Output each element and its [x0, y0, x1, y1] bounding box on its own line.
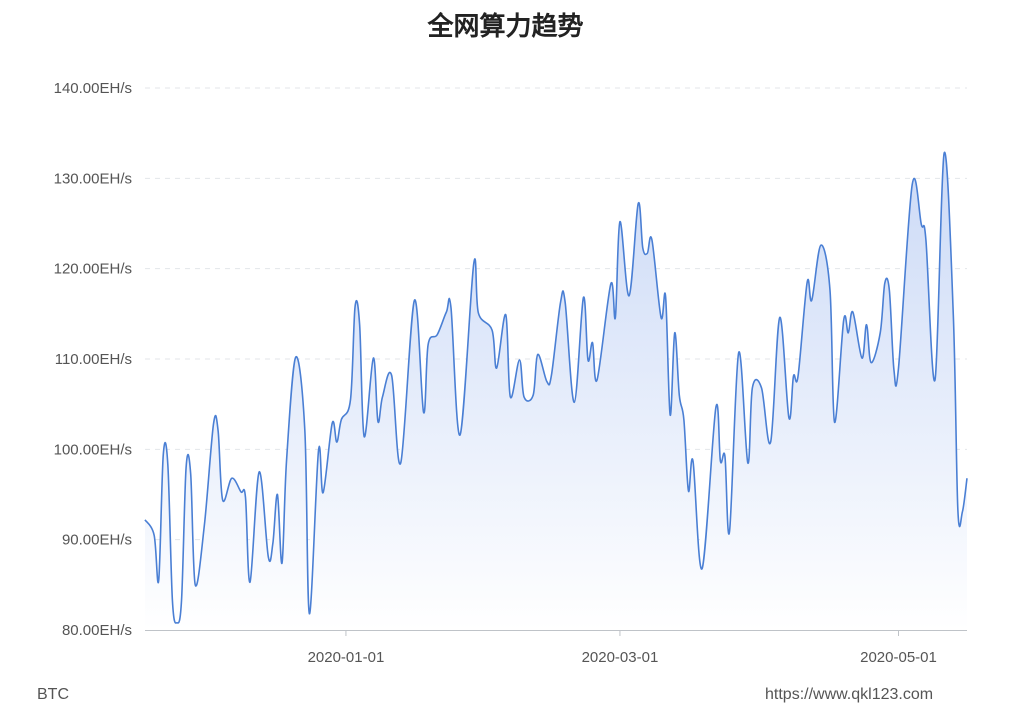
x-tick-label: 2020-01-01 [308, 649, 385, 666]
y-tick-label: 120.00EH/s [54, 261, 132, 278]
footer-source-link[interactable]: https://www.qkl123.com [765, 686, 933, 704]
y-tick-label: 110.00EH/s [55, 351, 132, 368]
x-tick-label: 2020-03-01 [582, 649, 659, 666]
y-tick-label: 80.00EH/s [62, 622, 132, 639]
y-tick-label: 90.00EH/s [62, 532, 132, 549]
y-tick-label: 130.00EH/s [54, 170, 132, 187]
x-tick-label: 2020-05-01 [860, 649, 937, 666]
y-tick-label: 140.00EH/s [54, 80, 132, 97]
y-tick-label: 100.00EH/s [54, 441, 132, 458]
footer-coin-label: BTC [37, 686, 69, 704]
